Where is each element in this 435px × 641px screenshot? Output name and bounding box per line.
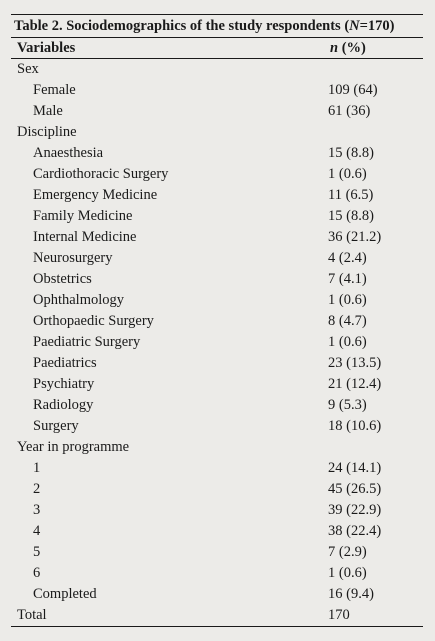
table-row: Radiology 9 (5.3) xyxy=(11,395,423,416)
table-group-row: Sex xyxy=(11,59,423,80)
caption-n-symbol: N xyxy=(349,18,360,34)
row-label: Total xyxy=(17,607,47,623)
table-group-row: Discipline xyxy=(11,122,423,143)
table-row: Psychiatry 21 (12.4) xyxy=(11,374,423,395)
row-label: Sex xyxy=(17,61,39,77)
table-group-row: Total 170 xyxy=(11,605,423,626)
row-label: 3 xyxy=(33,502,41,518)
row-value: 61 (36) xyxy=(328,103,371,119)
table-caption: Table 2. Sociodemographics of the study … xyxy=(11,14,423,38)
table-row: Female 109 (64) xyxy=(11,80,423,101)
row-label: Psychiatry xyxy=(33,376,95,392)
table-row: Emergency Medicine 11 (6.5) xyxy=(11,185,423,206)
row-label: Family Medicine xyxy=(33,208,133,224)
table-row: Family Medicine 15 (8.8) xyxy=(11,206,423,227)
row-value: 15 (8.8) xyxy=(328,145,374,161)
row-label: Radiology xyxy=(33,397,94,413)
row-label: Paediatrics xyxy=(33,355,97,371)
row-value: 1 (0.6) xyxy=(328,565,367,581)
row-label: Female xyxy=(33,82,76,98)
table-group-row: Year in programme xyxy=(11,437,423,458)
row-value: 4 (2.4) xyxy=(328,250,367,266)
table-row: 3 39 (22.9) xyxy=(11,500,423,521)
table-row: Male 61 (36) xyxy=(11,101,423,122)
row-label: Year in programme xyxy=(17,439,130,455)
caption-suffix: =170) xyxy=(359,18,395,34)
row-value: 1 (0.6) xyxy=(328,334,367,350)
table-row: 2 45 (26.5) xyxy=(11,479,423,500)
row-label: Cardiothoracic Surgery xyxy=(33,166,169,182)
row-label: Discipline xyxy=(17,124,77,140)
row-value: 36 (21.2) xyxy=(328,229,382,245)
row-value: 39 (22.9) xyxy=(328,502,382,518)
row-label: 2 xyxy=(33,481,41,497)
row-value: 1 (0.6) xyxy=(328,292,367,308)
row-value: 21 (12.4) xyxy=(328,376,382,392)
row-label: 4 xyxy=(33,523,41,539)
row-value: 24 (14.1) xyxy=(328,460,382,476)
header-variables: Variables xyxy=(17,40,76,56)
table-row: 4 38 (22.4) xyxy=(11,521,423,542)
row-value: 15 (8.8) xyxy=(328,208,374,224)
row-value: 109 (64) xyxy=(328,82,378,98)
table-row: Cardiothoracic Surgery 1 (0.6) xyxy=(11,164,423,185)
row-value: 18 (10.6) xyxy=(328,418,382,434)
row-label: Paediatric Surgery xyxy=(33,334,141,350)
sociodemographics-table: Table 2. Sociodemographics of the study … xyxy=(11,14,423,627)
row-label: Neurosurgery xyxy=(33,250,113,266)
row-value: 16 (9.4) xyxy=(328,586,374,602)
header-percent: (%) xyxy=(338,40,366,56)
row-value: 170 xyxy=(328,607,350,623)
row-label: Completed xyxy=(33,586,97,602)
row-value: 8 (4.7) xyxy=(328,313,367,329)
row-value: 1 (0.6) xyxy=(328,166,367,182)
table-row: Internal Medicine 36 (21.2) xyxy=(11,227,423,248)
table-row: Orthopaedic Surgery 8 (4.7) xyxy=(11,311,423,332)
row-label: 5 xyxy=(33,544,41,560)
table-row: Completed 16 (9.4) xyxy=(11,584,423,605)
row-label: Orthopaedic Surgery xyxy=(33,313,154,329)
table-header: Variables n (%) xyxy=(11,38,423,59)
table-row: 1 24 (14.1) xyxy=(11,458,423,479)
table-row: 5 7 (2.9) xyxy=(11,542,423,563)
row-value: 9 (5.3) xyxy=(328,397,367,413)
header-n-percent: n (%) xyxy=(330,38,366,58)
table-row: Surgery 18 (10.6) xyxy=(11,416,423,437)
table-row: Obstetrics 7 (4.1) xyxy=(11,269,423,290)
table-row: Ophthalmology 1 (0.6) xyxy=(11,290,423,311)
row-label: Male xyxy=(33,103,63,119)
row-label: Surgery xyxy=(33,418,79,434)
row-value: 7 (4.1) xyxy=(328,271,367,287)
header-n-symbol: n xyxy=(330,40,339,56)
table-row: Paediatrics 23 (13.5) xyxy=(11,353,423,374)
caption-prefix: Table 2. Sociodemographics of the study … xyxy=(14,18,350,34)
row-label: Anaesthesia xyxy=(33,145,104,161)
row-value: 45 (26.5) xyxy=(328,481,382,497)
table-row: Paediatric Surgery 1 (0.6) xyxy=(11,332,423,353)
row-value: 7 (2.9) xyxy=(328,544,367,560)
row-label: Obstetrics xyxy=(33,271,92,287)
table-row: 6 1 (0.6) xyxy=(11,563,423,584)
table-row: Anaesthesia 15 (8.8) xyxy=(11,143,423,164)
row-value: 38 (22.4) xyxy=(328,523,382,539)
row-label: Emergency Medicine xyxy=(33,187,158,203)
row-label: 1 xyxy=(33,460,41,476)
row-value: 11 (6.5) xyxy=(328,187,374,203)
table-row: Neurosurgery 4 (2.4) xyxy=(11,248,423,269)
row-label: Internal Medicine xyxy=(33,229,137,245)
row-label: 6 xyxy=(33,565,41,581)
row-label: Ophthalmology xyxy=(33,292,125,308)
row-value: 23 (13.5) xyxy=(328,355,382,371)
table-body: Sex Female 109 (64) Male 61 (36) Discipline An… xyxy=(11,59,423,627)
